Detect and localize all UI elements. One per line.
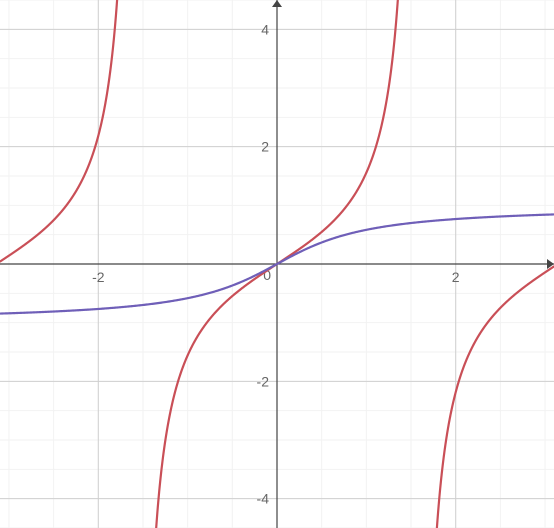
function-plot: -22-4-2240 <box>0 0 554 528</box>
y-tick-label: -4 <box>257 491 270 507</box>
x-tick-label: 2 <box>452 269 460 285</box>
y-tick-label: -2 <box>257 373 270 389</box>
y-tick-label: 4 <box>261 21 269 37</box>
y-tick-label: 2 <box>261 139 269 155</box>
x-tick-label: -2 <box>92 269 105 285</box>
